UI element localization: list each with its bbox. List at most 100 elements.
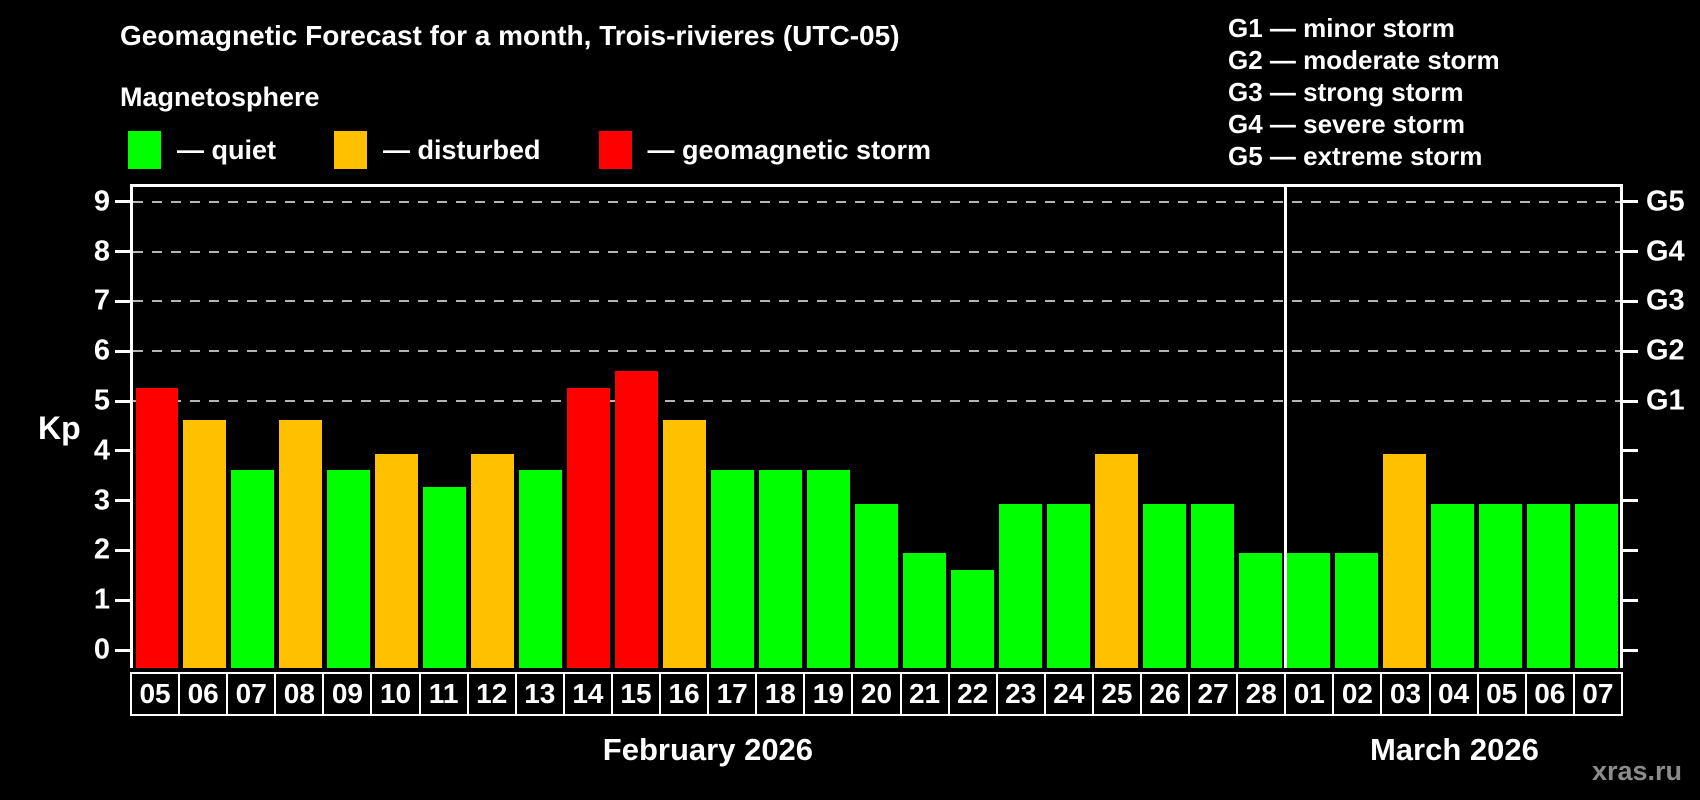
bar-slot-28 (1476, 187, 1524, 668)
left-tick-0 (115, 648, 130, 652)
kp-bar-day-21-quiet (903, 553, 946, 668)
right-tick-8 (1623, 250, 1638, 254)
y-tick-label-6: 6 (93, 334, 110, 367)
kp-bar-day-18-quiet (759, 470, 803, 668)
day-label-9: 14 (562, 672, 613, 716)
y-tick-label-1: 1 (93, 583, 110, 616)
day-label-5: 10 (370, 672, 421, 716)
kp-bar-day-06-quiet (1526, 503, 1570, 668)
g-label-g1: G1 (1646, 384, 1685, 417)
right-tick-9 (1623, 200, 1638, 204)
month-label-1: March 2026 (1369, 732, 1539, 767)
day-label-4: 09 (322, 672, 373, 716)
day-label-28: 05 (1476, 672, 1527, 716)
kp-bar-day-06-disturbed (183, 420, 227, 668)
y-tick-label-8: 8 (93, 235, 110, 268)
storm-scale-line-g1: G1 — minor storm (1228, 13, 1455, 43)
bar-slot-12 (709, 187, 757, 668)
day-label-1: 06 (178, 672, 229, 716)
day-label-2: 07 (226, 672, 277, 716)
left-tick-4 (115, 449, 130, 453)
y-tick-label-0: 0 (93, 633, 110, 666)
y-axis-title: Kp (38, 410, 81, 446)
y-tick-label-3: 3 (93, 484, 110, 517)
kp-bar-day-28-quiet (1238, 553, 1282, 668)
left-tick-1 (115, 598, 130, 602)
bar-slot-6 (421, 187, 469, 668)
storm-scale-line-g2: G2 — moderate storm (1228, 45, 1500, 75)
kp-bar-day-05-quiet (1478, 503, 1522, 668)
bar-slot-30 (1572, 187, 1620, 668)
y-tick-label-9: 9 (93, 185, 110, 218)
g-label-g5: G5 (1646, 185, 1685, 218)
bar-slot-9 (565, 187, 613, 668)
day-label-6: 11 (418, 672, 469, 716)
day-label-24: 01 (1284, 672, 1335, 716)
day-label-25: 02 (1332, 672, 1383, 716)
day-label-0: 05 (130, 672, 181, 716)
storm-scale-line-g5: G5 — extreme storm (1228, 141, 1483, 171)
bar-slot-14 (805, 187, 853, 668)
gridline-kp6 (133, 350, 1620, 353)
kp-bar-day-16-disturbed (663, 420, 707, 668)
right-tick-0 (1623, 648, 1638, 652)
day-label-26: 03 (1380, 672, 1431, 716)
kp-bar-day-17-quiet (711, 470, 755, 668)
kp-bar-day-02-quiet (1334, 553, 1378, 668)
day-label-17: 22 (947, 672, 998, 716)
axis-left-line (130, 184, 133, 668)
gridline-kp9 (133, 200, 1620, 203)
g-label-g3: G3 (1646, 284, 1685, 317)
right-tick-1 (1623, 598, 1638, 602)
legend-label-quiet: — quiet (177, 134, 276, 165)
bar-slot-23 (1236, 187, 1284, 668)
day-label-14: 19 (803, 672, 854, 716)
bar-slot-4 (325, 187, 373, 668)
left-tick-5 (115, 399, 130, 403)
month-axis: February 2026 March 2026 (130, 732, 1623, 772)
kp-bar-day-26-quiet (1142, 503, 1186, 668)
legend-label-storm: — geomagnetic storm (647, 134, 932, 165)
kp-bar-day-10-disturbed (375, 453, 419, 668)
day-label-12: 17 (707, 672, 758, 716)
kp-bar-day-13-quiet (519, 470, 563, 668)
storm-scale-line-g3: G3 — strong storm (1228, 77, 1464, 107)
bar-slot-19 (1044, 187, 1092, 668)
bar-slot-7 (469, 187, 517, 668)
left-tick-2 (115, 548, 130, 552)
legend-swatch-quiet (128, 131, 161, 169)
y-tick-label-4: 4 (93, 434, 110, 467)
kp-bar-day-11-quiet (423, 487, 467, 668)
kp-bar-day-05-storm (135, 387, 179, 668)
bar-slot-15 (853, 187, 901, 668)
axis-top-line (130, 184, 1623, 187)
kp-bar-day-27-quiet (1190, 503, 1234, 668)
legend-label-disturbed: — disturbed (383, 134, 541, 165)
bar-slot-17 (948, 187, 996, 668)
bar-slot-18 (996, 187, 1044, 668)
day-label-16: 21 (899, 672, 950, 716)
bar-slot-22 (1188, 187, 1236, 668)
bar-slot-0 (133, 187, 181, 668)
legend-swatch-disturbed (334, 131, 367, 169)
day-label-21: 26 (1139, 672, 1191, 716)
bar-slot-21 (1140, 187, 1188, 668)
bar-slot-8 (517, 187, 565, 668)
kp-bar-day-14-storm (567, 387, 611, 668)
day-label-11: 16 (659, 672, 710, 716)
gridline-kp7 (133, 300, 1620, 303)
day-label-19: 24 (1043, 672, 1094, 716)
day-label-27: 04 (1428, 672, 1479, 716)
day-label-29: 06 (1524, 672, 1575, 716)
left-tick-3 (115, 499, 130, 503)
kp-bar-chart: 0 1 2 3 4 5 6 7 8 9 G1 G2 G3 G4 G5 (94, 184, 1685, 668)
gridline-kp8 (133, 250, 1620, 253)
month-separator-line (1284, 184, 1288, 668)
storm-scale-line-g4: G4 — severe storm (1228, 109, 1466, 139)
y-tick-label-2: 2 (93, 533, 110, 566)
bar-slot-25 (1332, 187, 1380, 668)
bar-slot-13 (757, 187, 805, 668)
left-tick-6 (115, 349, 130, 353)
kp-bar-day-03-disturbed (1382, 453, 1426, 668)
bar-slot-5 (373, 187, 421, 668)
